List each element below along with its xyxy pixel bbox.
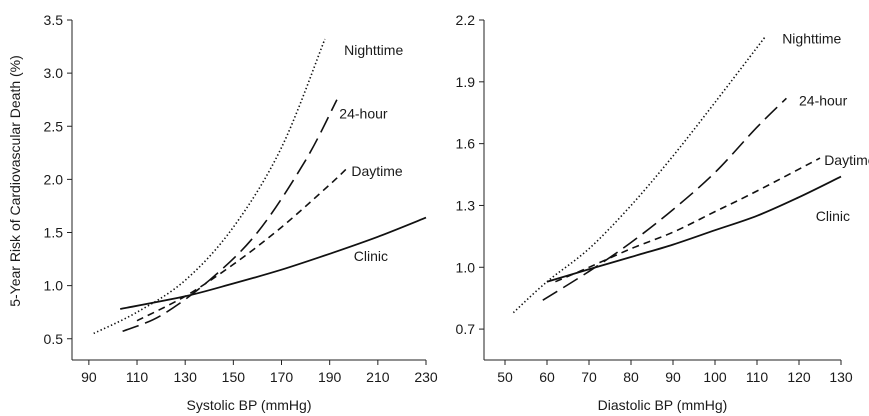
panel-0-x-tick-label: 130 <box>174 369 198 385</box>
systolic-chart-panel: 0.5 1.0 1.5 2.0 2.5 3.0 3.5 90 110 130 150 170 190 21… <box>44 12 438 413</box>
panel-1-series-label-nighttime: Nighttime <box>782 31 841 47</box>
panel-0-series-daytime-line <box>136 168 348 322</box>
panel-0-y-tick-label: 1.5 <box>44 225 64 241</box>
panel-0-x-tick-label: 110 <box>126 369 149 385</box>
panel-0-series-label-daytime: Daytime <box>351 163 403 179</box>
panel-1-y-tick-label: 1.6 <box>456 136 476 152</box>
panel-1-x-tick-label: 130 <box>829 369 853 385</box>
panel-1-series-24-hour-line <box>542 97 787 301</box>
panel-1-x-tick-label: 80 <box>623 369 639 385</box>
panel-0-y-tick-label: 2.0 <box>44 171 64 187</box>
panel-0-y-tick-label: 2.5 <box>44 118 64 134</box>
panel-1-x-tick-label: 100 <box>703 369 727 385</box>
panel-1-y-tick-label: 1.9 <box>456 74 476 90</box>
panel-1-x-tick-label: 50 <box>497 369 513 385</box>
panel-0-series-24-hour-line <box>122 99 338 333</box>
panel-1-x-tick-label: 110 <box>746 369 769 385</box>
panel-0-x-tick-label: 230 <box>414 369 438 385</box>
panel-0-x-tick-label: 170 <box>270 369 294 385</box>
y-axis-title: 5-Year Risk of Cardiovascular Death (%) <box>7 55 23 307</box>
panel-1-y-tick-label: 0.7 <box>456 321 476 337</box>
panel-0-series-label-nighttime: Nighttime <box>344 42 403 58</box>
panel-1-series-nighttime-line <box>512 36 767 314</box>
panel-0-series-label-24-hour: 24-hour <box>339 106 388 122</box>
panel-1-series-label-clinic: Clinic <box>816 208 850 224</box>
panel-0-x-tick-label: 150 <box>222 369 246 385</box>
panel-0-series-clinic-line <box>120 216 427 310</box>
panel-1-x-axis-title: Diastolic BP (mmHg) <box>598 397 728 413</box>
panel-1-y-tick-label: 1.0 <box>456 259 476 275</box>
panel-1-series-label-24-hour: 24-hour <box>799 92 848 108</box>
panel-0-y-tick-label: 0.5 <box>44 331 64 347</box>
panel-0-series-label-clinic: Clinic <box>354 248 388 264</box>
panel-1-y-tick-label: 1.3 <box>456 197 476 213</box>
panel-1-x-tick-label: 70 <box>581 369 597 385</box>
panel-0-x-tick-label: 190 <box>318 369 342 385</box>
panel-0-x-tick-label: 210 <box>366 369 390 385</box>
panel-1-x-tick-label: 60 <box>539 369 555 385</box>
panel-1-series-clinic-line <box>546 175 842 283</box>
diastolic-chart-panel: 0.7 1.0 1.3 1.6 1.9 2.2 50 60 70 80 90 100 110 120 130… <box>456 12 869 413</box>
panel-0-x-axis-title: Systolic BP (mmHg) <box>187 397 312 413</box>
panel-1-series-label-daytime: Daytime <box>824 152 869 168</box>
panel-1-x-tick-label: 120 <box>787 369 811 385</box>
panel-0-y-tick-label: 3.0 <box>44 65 64 81</box>
panel-1-x-tick-label: 90 <box>665 369 681 385</box>
panel-0-series-nighttime-line <box>93 38 326 335</box>
panel-1-y-tick-label: 2.2 <box>456 12 476 28</box>
panel-0-y-tick-label: 1.0 <box>44 278 64 294</box>
panel-0-y-tick-label: 3.5 <box>44 12 64 28</box>
panel-1-series-daytime-line <box>555 157 821 283</box>
panel-0-x-tick-label: 90 <box>81 369 97 385</box>
